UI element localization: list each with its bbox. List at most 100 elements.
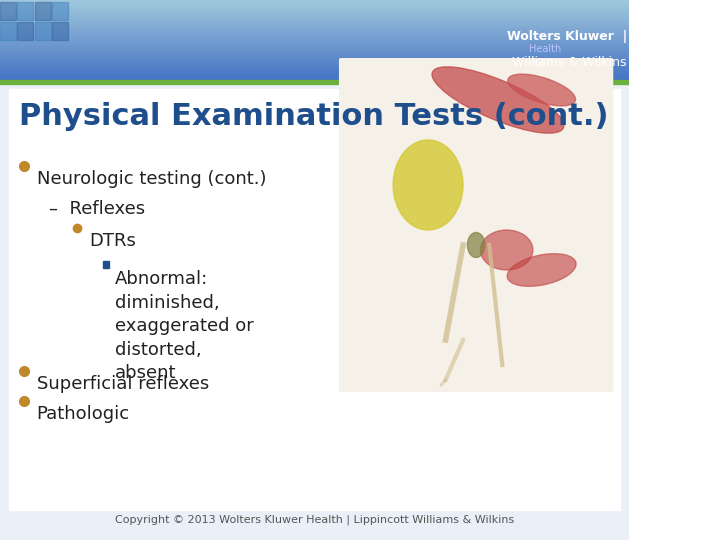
Bar [0, 75, 629, 76]
Bar [0, 13, 629, 14]
Bar [0, 54, 629, 55]
Bar [0, 60, 629, 61]
Bar [53, 22, 68, 40]
Bar [0, 50, 629, 51]
Bar [0, 41, 629, 42]
Bar [0, 46, 629, 47]
Text: Pathologic: Pathologic [37, 405, 130, 423]
Bar [0, 34, 629, 35]
Bar [0, 84, 629, 540]
Bar [0, 17, 629, 18]
Bar [0, 65, 629, 66]
Bar [0, 44, 629, 45]
Bar [0, 47, 629, 48]
Bar [0, 9, 629, 10]
Bar [0, 49, 629, 50]
Bar [0, 36, 629, 37]
Bar [0, 72, 629, 73]
FancyBboxPatch shape [339, 58, 613, 392]
Bar [0, 14, 629, 15]
Bar [0, 52, 629, 53]
Bar [0, 38, 629, 39]
Bar [0, 15, 629, 16]
Bar [0, 43, 629, 44]
Bar [0, 27, 629, 28]
Bar [0, 21, 629, 22]
Bar [0, 16, 629, 17]
Bar [0, 26, 629, 27]
Bar [0, 64, 629, 65]
Bar [0, 22, 16, 40]
Bar [0, 53, 629, 54]
Text: Copyright © 2013 Wolters Kluwer Health | Lippincott Williams & Wilkins: Copyright © 2013 Wolters Kluwer Health |… [115, 515, 514, 525]
Bar [0, 74, 629, 75]
Bar [0, 1, 629, 2]
Bar [0, 51, 629, 52]
Bar [0, 31, 629, 32]
Bar [0, 79, 629, 80]
Bar [103, 261, 109, 268]
Bar [0, 76, 629, 77]
Bar [0, 55, 629, 56]
Bar [0, 40, 629, 41]
Bar [0, 32, 629, 33]
Text: Abnormal:
diminished,
exaggerated or
distorted,
absent: Abnormal: diminished, exaggerated or dis… [115, 270, 254, 382]
Bar [0, 57, 629, 58]
Bar [0, 61, 629, 62]
Ellipse shape [507, 254, 576, 286]
Bar [0, 6, 629, 7]
Bar [0, 2, 629, 3]
Bar [0, 48, 629, 49]
Bar [0, 18, 629, 19]
Bar [53, 2, 68, 20]
Bar [0, 69, 629, 70]
Bar [0, 71, 629, 72]
Bar [0, 8, 629, 9]
Bar [9, 89, 620, 510]
Bar [0, 66, 629, 67]
Bar [0, 33, 629, 34]
Bar [0, 77, 629, 78]
Bar [35, 22, 50, 40]
Bar [0, 4, 629, 5]
Bar [0, 10, 629, 11]
Ellipse shape [480, 230, 533, 270]
Bar [0, 5, 629, 6]
Bar [0, 45, 629, 46]
Bar [0, 20, 629, 21]
Text: Superficial reflexes: Superficial reflexes [37, 375, 209, 393]
Bar [0, 12, 629, 13]
Bar [0, 11, 629, 12]
Bar [0, 67, 629, 68]
Bar [0, 63, 629, 64]
Ellipse shape [467, 233, 485, 258]
Text: –  Reflexes: – Reflexes [49, 200, 145, 218]
Bar [0, 24, 629, 25]
Text: Wolters Kluwer  |  Lippincott: Wolters Kluwer | Lippincott [507, 30, 706, 43]
Bar [0, 39, 629, 40]
Bar [17, 22, 33, 40]
Bar [0, 2, 16, 20]
Bar [0, 19, 629, 20]
Text: Health: Health [529, 44, 562, 54]
Ellipse shape [393, 140, 463, 230]
Bar [0, 68, 629, 69]
Text: DTRs: DTRs [89, 232, 136, 250]
Text: Physical Examination Tests (cont.): Physical Examination Tests (cont.) [19, 102, 608, 131]
Ellipse shape [432, 67, 564, 133]
Bar [0, 25, 629, 26]
Bar [0, 30, 629, 31]
Bar [0, 70, 629, 71]
Bar [35, 2, 50, 20]
Bar [0, 7, 629, 8]
Text: Neurologic testing (cont.): Neurologic testing (cont.) [37, 170, 266, 188]
Bar [0, 37, 629, 38]
Bar [0, 35, 629, 36]
Bar [0, 58, 629, 59]
Bar [0, 42, 629, 43]
Bar [0, 80, 629, 84]
Bar [0, 22, 629, 23]
Bar [0, 0, 629, 1]
Bar [0, 28, 629, 29]
Text: Williams & Wilkins: Williams & Wilkins [512, 56, 626, 69]
